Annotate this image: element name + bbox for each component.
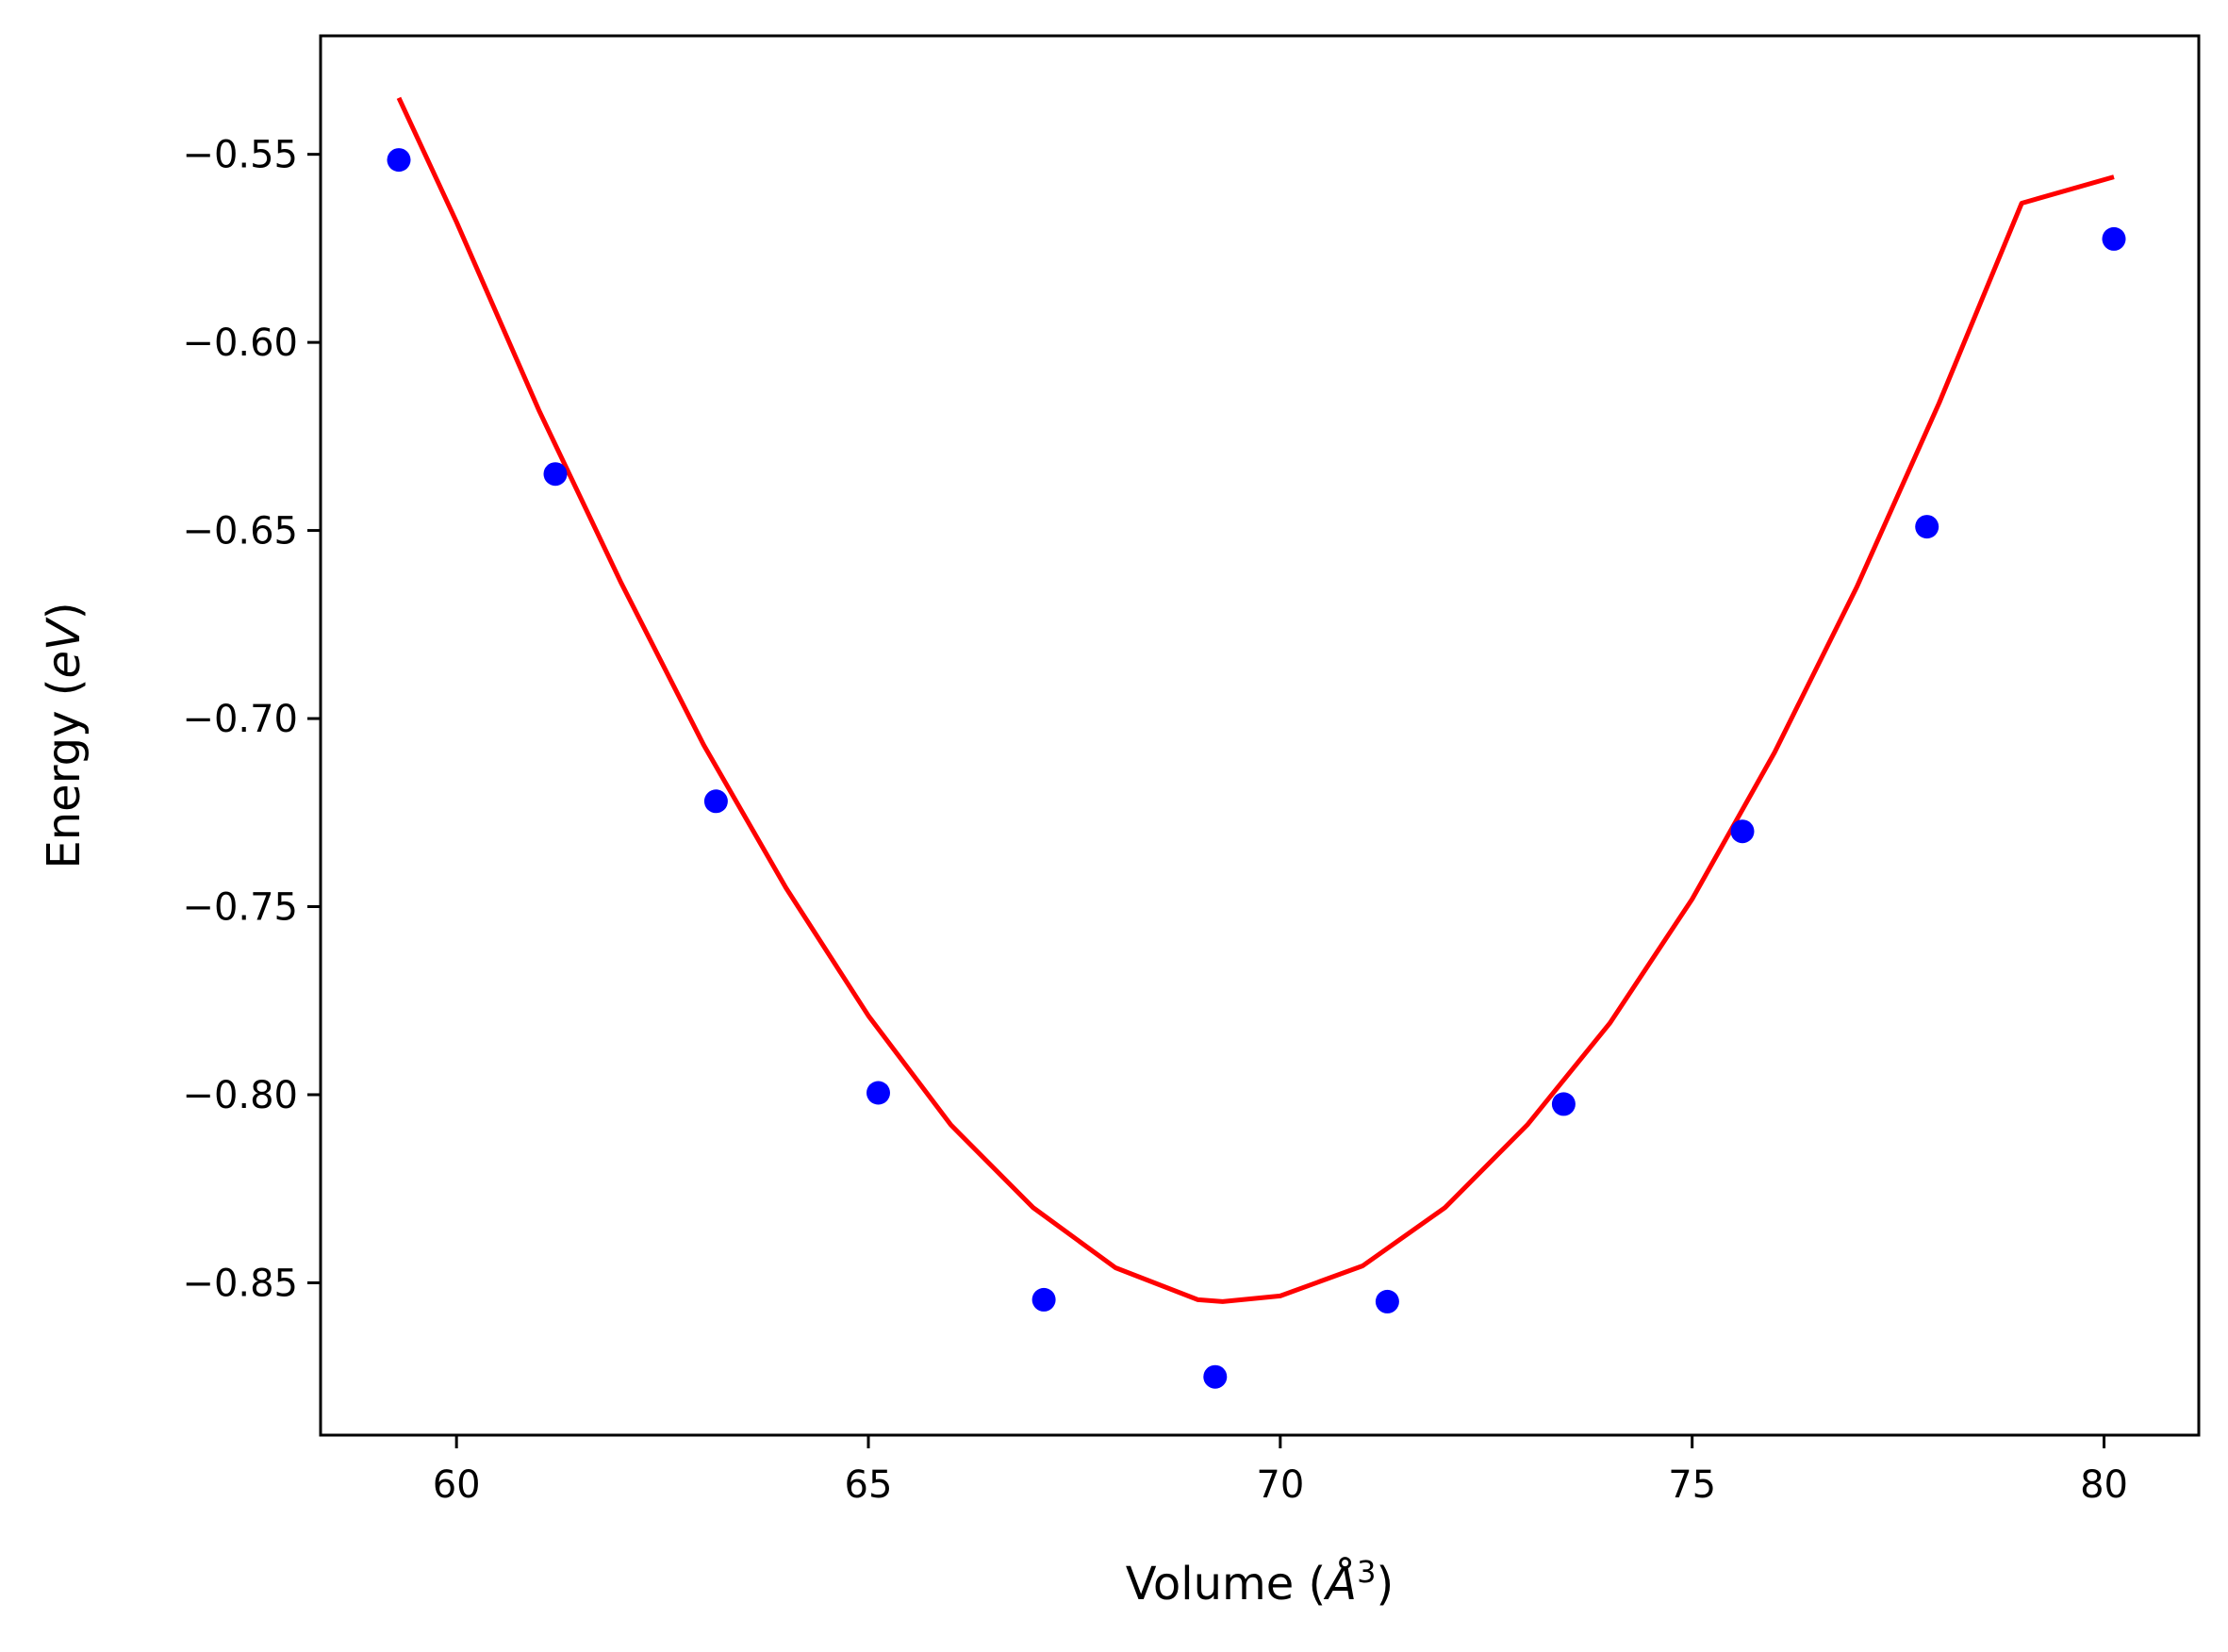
data-point [1730,819,1755,844]
x-axis-ticks: 60 65 70 75 80 [433,1435,2128,1507]
data-point [1375,1289,1399,1313]
data-point [543,462,568,487]
data-point [1915,515,1939,539]
y-tick-label: −0.85 [182,1262,298,1305]
y-tick-label: −0.75 [182,886,298,930]
data-point [1551,1092,1576,1116]
x-tick-label: 60 [433,1463,481,1507]
data-point [866,1081,890,1105]
y-tick-label: −0.55 [182,134,298,177]
plot-marks [387,96,2126,1389]
y-axis-label: Energy (eV) [38,602,91,868]
y-tick-label: −0.80 [182,1074,298,1117]
data-point [2102,226,2126,251]
y-tick-label: −0.60 [182,322,298,365]
x-tick-label: 80 [2080,1463,2128,1507]
data-point [703,789,728,814]
x-tick-label: 70 [1256,1463,1304,1507]
x-axis-label: Volume (Å3) [1126,1554,1394,1611]
data-point [1031,1287,1056,1312]
data-point [387,148,411,173]
y-tick-label: −0.65 [182,510,298,553]
data-point [1203,1364,1228,1389]
x-tick-label: 65 [845,1463,893,1507]
y-axis-ticks: −0.55 −0.60 −0.65 −0.70 −0.75 −0.80 −0.85 [182,134,321,1305]
x-tick-label: 75 [1668,1463,1716,1507]
plot-frame [319,34,2201,1437]
fit-curve [396,96,2115,1304]
y-tick-label: −0.70 [182,698,298,741]
